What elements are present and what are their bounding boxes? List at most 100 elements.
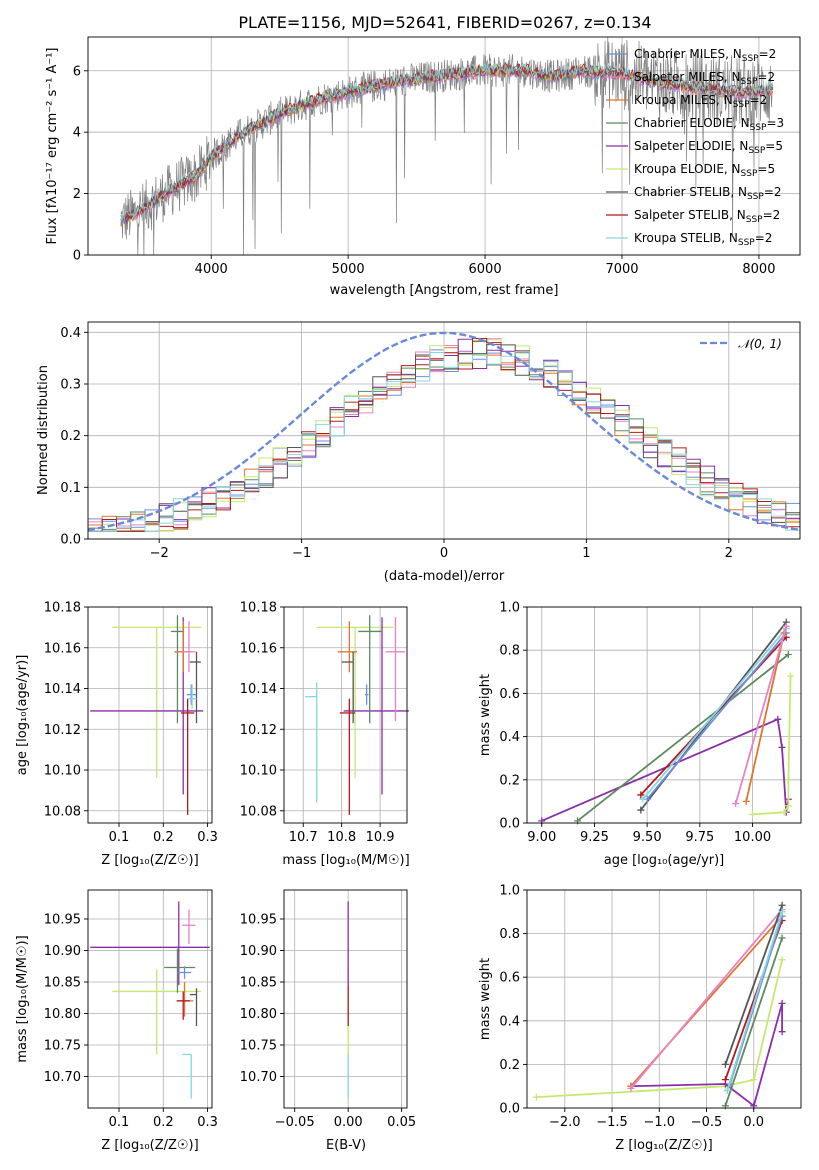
legend-nssp-value: =2 [750, 93, 768, 107]
legend-subscript: SSP [750, 123, 767, 133]
y-tick-label: 0.4 [499, 1014, 520, 1029]
x-tick-label: 10.00 [734, 830, 771, 845]
legend-subscript: SSP [746, 215, 763, 225]
kroupa-stelib-point [778, 908, 786, 916]
y-tick-label: 10.90 [44, 944, 81, 959]
y-tick-label: 10.95 [240, 912, 277, 927]
kroupa-elodie-point [749, 810, 757, 818]
y-tick-label: 1.0 [499, 884, 520, 899]
age-vs-z-xlabel: Z [log₁₀(Z/Z☉)] [101, 853, 198, 868]
y-tick-label: 0.0 [60, 533, 81, 548]
kroupa-elodie-point [532, 1093, 540, 1101]
y-tick-label: 10.85 [44, 975, 81, 990]
age-vs-mass-xlabel: mass [log₁₀(M/M☉)] [282, 853, 409, 868]
mass-vs-ebv-frame [283, 889, 408, 1109]
chabrier-elodie-point [784, 651, 792, 659]
y-tick-label: 10.80 [44, 1007, 81, 1022]
mass-vs-z-xlabel: Z [log₁₀(Z/Z☉)] [101, 1138, 198, 1153]
x-tick-label: 7000 [605, 262, 638, 277]
x-tick-label: 9.00 [527, 830, 556, 845]
legend-entry: Chabrier STELIB, NSSP=2 [634, 185, 782, 202]
kroupa-stelib-weight-line [642, 628, 787, 800]
y-tick-label: 10.12 [240, 723, 277, 738]
y-tick-label: 0.3 [60, 378, 81, 393]
y-tick-label: 10.14 [240, 682, 277, 697]
mass-vs-z-frame [87, 889, 213, 1109]
y-tick-label: 0.2 [499, 773, 520, 788]
y-tick-label: 10.10 [240, 764, 277, 779]
y-tick-label: 10.18 [240, 601, 277, 616]
x-tick-label: −1 [292, 546, 311, 561]
legend-entry: Kroupa STELIB, NSSP=2 [634, 231, 772, 248]
mass-vs-ebv-panel: −0.05 0.00 0.05 10.70 10.75 10.80 10.85 10.90 10… [240, 889, 416, 1153]
y-tick-label: 0.6 [499, 971, 520, 986]
x-tick-label: 1 [582, 546, 590, 561]
legend-entry: Salpeter MILES, NSSP=2 [634, 70, 775, 87]
y-tick-label: 0.2 [499, 1058, 520, 1073]
legend-entry: Salpeter STELIB, NSSP=2 [634, 208, 780, 225]
x-tick-label: −1.0 [643, 1115, 675, 1130]
legend-nssp-value: =5 [765, 139, 783, 153]
weight-vs-age-xlabel: age [log₁₀(age/yr)] [604, 853, 725, 868]
legend-nssp-value: =2 [763, 208, 781, 222]
x-tick-label: 10.9 [366, 830, 395, 845]
x-tick-label: −1.5 [596, 1115, 628, 1130]
kroupa-elodie-point [784, 776, 792, 784]
y-tick-label: 10.95 [44, 912, 81, 927]
salpeter-miles-weight-line [734, 626, 788, 804]
y-tick-label: 10.80 [240, 1007, 277, 1022]
legend-nssp-value: =5 [757, 162, 775, 176]
legend-subscript: SSP [741, 169, 758, 179]
x-tick-label: −0.05 [275, 1115, 315, 1130]
legend-subscript: SSP [741, 77, 758, 87]
gaussian-curve [87, 331, 801, 532]
weight-vs-z-xlabel: Z [log₁₀(Z/Z☉)] [615, 1138, 712, 1153]
legend-entry: Salpeter ELODIE, NSSP=5 [634, 139, 783, 156]
x-tick-label: 0.05 [387, 1115, 416, 1130]
mass-vs-ebv-xlabel: E(B-V) [326, 1138, 366, 1153]
age-vs-z-frame [87, 606, 213, 824]
y-tick-label: 10.75 [44, 1038, 81, 1053]
legend-entry: Kroupa ELODIE, NSSP=5 [634, 162, 775, 179]
chabrier-stelib-weight-line [724, 904, 783, 1065]
kroupa-stelib-histogram [88, 351, 800, 532]
kroupa-stelib-point [639, 795, 647, 803]
spectrum-legend: Chabrier MILES, NSSP=2 Salpeter MILES, NS… [606, 47, 784, 248]
legend-nssp-value: =2 [764, 185, 782, 199]
x-tick-label: 5000 [332, 262, 365, 277]
y-tick-label: 4 [73, 126, 81, 141]
y-tick-label: 10.75 [240, 1038, 277, 1053]
y-tick-label: 10.08 [240, 804, 277, 819]
y-tick-label: 10.12 [44, 723, 81, 738]
y-tick-label: 0.4 [60, 326, 81, 341]
weight-vs-age-panel: 9.00 9.25 9.50 9.75 10.000.00.20.40.60.81.0 … [478, 601, 802, 868]
y-tick-label: 10.90 [240, 944, 277, 959]
kroupa-elodie-point [750, 1076, 758, 1084]
y-tick-label: 6 [73, 64, 81, 79]
x-tick-label: −2.0 [549, 1115, 581, 1130]
weight-vs-age-ylabel: mass weight [478, 674, 493, 756]
y-tick-label: 0.0 [499, 1102, 520, 1117]
salpeter-stelib-point [721, 1076, 729, 1084]
weight-vs-z-frame [526, 889, 802, 1109]
x-tick-label: 6000 [469, 262, 502, 277]
legend-nssp-value: =2 [757, 70, 775, 84]
y-tick-label: 0.1 [60, 481, 81, 496]
x-tick-label: 0.3 [197, 830, 218, 845]
x-tick-label: 0.1 [109, 1115, 130, 1130]
kroupa-elodie-histogram [88, 339, 800, 532]
salpeter-miles-point [732, 800, 740, 808]
x-tick-label: 10.8 [327, 830, 356, 845]
y-tick-label: 0.0 [499, 817, 520, 832]
x-tick-label: 0.3 [197, 1115, 218, 1130]
spectrum-xlabel: wavelength [Angstrom, rest frame] [330, 283, 559, 298]
kroupa-stelib-model-line [120, 62, 774, 225]
legend-entry: Chabrier MILES, NSSP=2 [634, 47, 776, 64]
gaussian-legend-label: 𝒩(0, 1) [738, 337, 782, 351]
x-tick-label: 0.0 [743, 1115, 764, 1130]
salpeter-elodie-point [778, 999, 786, 1007]
legend-subscript: SSP [738, 238, 755, 248]
chabrier-elodie-weight-line [724, 937, 783, 1107]
y-tick-label: 10.18 [44, 601, 81, 616]
